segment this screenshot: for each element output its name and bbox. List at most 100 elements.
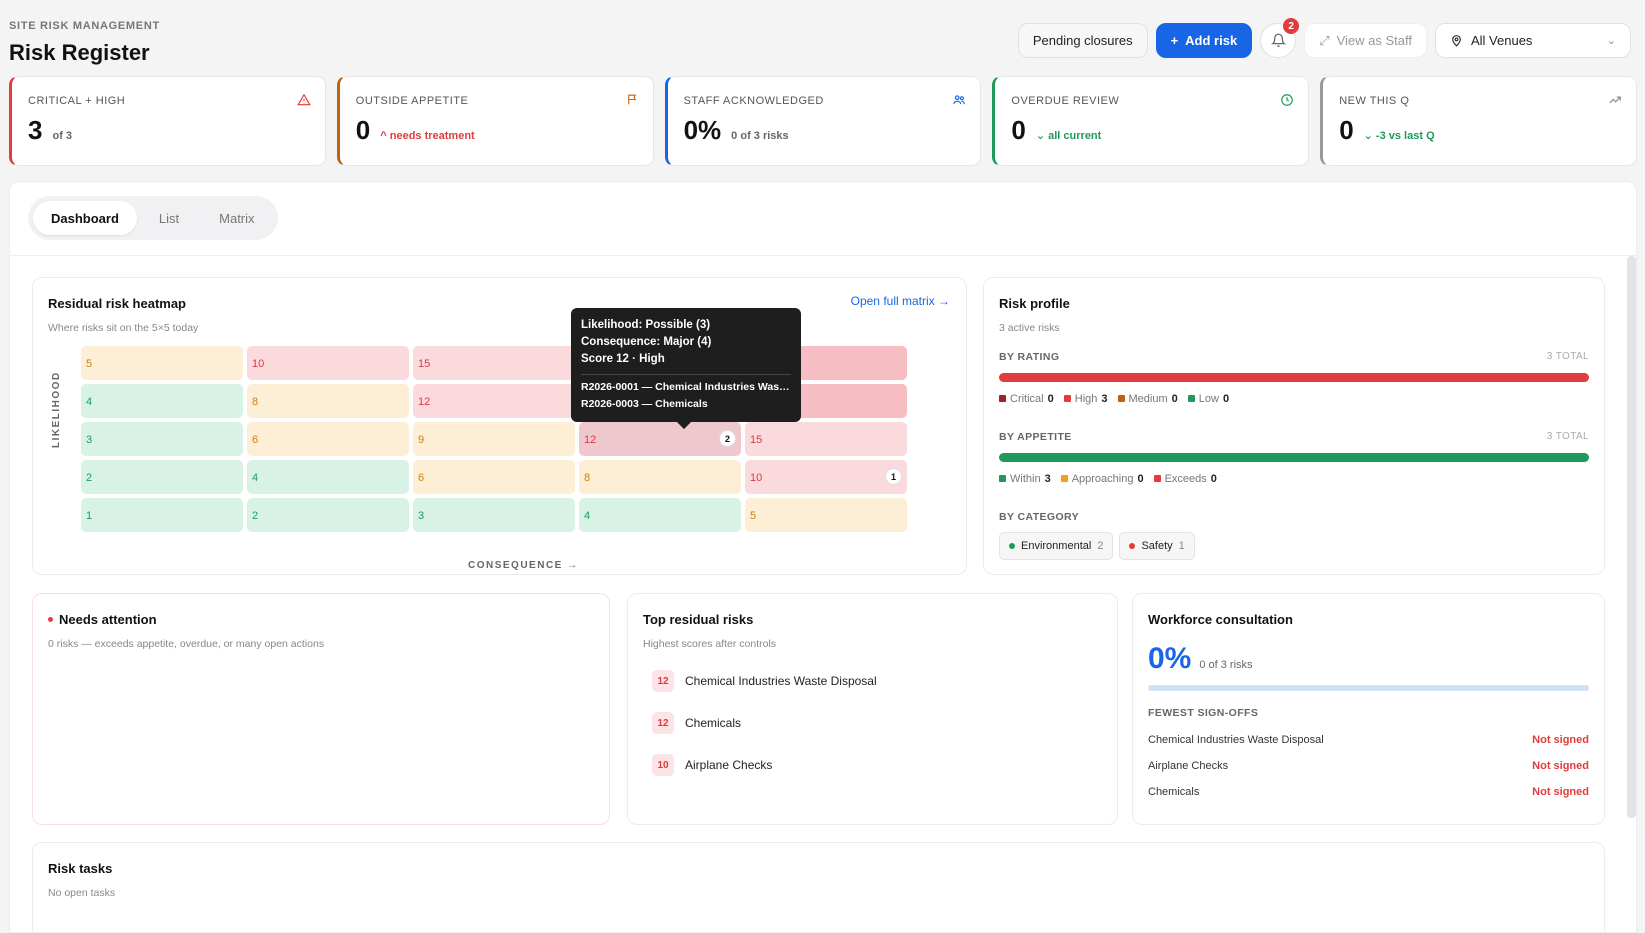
heatmap-cell-score: 6 bbox=[252, 434, 259, 446]
heatmap-cell[interactable]: 8 bbox=[579, 460, 741, 494]
tab-matrix[interactable]: Matrix bbox=[219, 210, 255, 226]
rating-bar bbox=[999, 373, 1589, 382]
tooltip-score: Score 12 · High bbox=[581, 353, 665, 365]
heatmap-cell[interactable]: 2 bbox=[81, 460, 243, 494]
signoff-status: Not signed bbox=[1532, 760, 1589, 772]
appetite-total: 3 TOTAL bbox=[1546, 431, 1589, 442]
heatmap-cell[interactable]: 8 bbox=[247, 384, 409, 418]
kpi-label: OVERDUE REVIEW bbox=[1011, 95, 1120, 107]
top-risk-item[interactable]: 10 Airplane Checks bbox=[652, 754, 772, 776]
heatmap-cell[interactable]: 10 bbox=[247, 346, 409, 380]
kpi-value: 0 bbox=[355, 115, 371, 145]
legend-count: 0 bbox=[1047, 393, 1054, 405]
heatmap-cell[interactable]: 15 bbox=[745, 422, 907, 456]
heatmap-cell[interactable]: 4 bbox=[579, 498, 741, 532]
legend-label: Low bbox=[1198, 393, 1219, 405]
open-full-matrix-link[interactable]: Open full matrix → bbox=[850, 294, 950, 308]
page-title: Risk Register bbox=[9, 40, 150, 65]
add-risk-button[interactable]: + Add risk bbox=[1155, 23, 1253, 58]
tab-dashboard[interactable]: Dashboard bbox=[33, 201, 137, 235]
risk-name: Chemicals bbox=[685, 716, 742, 730]
kpi-row: 0% 0 of 3 risks bbox=[684, 115, 965, 146]
users-icon bbox=[952, 93, 966, 110]
legend-swatch bbox=[1117, 395, 1125, 402]
workforce-title: Workforce consultation bbox=[1148, 612, 1293, 627]
heatmap-cell[interactable]: 6 bbox=[247, 422, 409, 456]
legend-item: Approaching 0 bbox=[1060, 473, 1144, 485]
pending-closures-label: Pending closures bbox=[1032, 33, 1133, 48]
heatmap-cell[interactable]: 10 1 bbox=[745, 460, 907, 494]
signoff-risk-name: Chemicals bbox=[1148, 786, 1200, 798]
heatmap-cell[interactable]: 4 bbox=[81, 384, 243, 418]
add-risk-label: Add risk bbox=[1185, 33, 1238, 48]
likelihood-axis-label: LIKELIHOOD bbox=[51, 371, 62, 448]
legend-count: 3 bbox=[1101, 393, 1108, 405]
notification-badge: 2 bbox=[1283, 18, 1300, 34]
top-bar: SITE RISK MANAGEMENT Risk Register Pendi… bbox=[0, 0, 1645, 76]
heatmap-cell-score: 3 bbox=[418, 510, 425, 522]
heatmap-cell[interactable]: 6 bbox=[413, 460, 575, 494]
legend-count: 0 bbox=[1222, 393, 1230, 405]
heatmap-cell[interactable]: 12 bbox=[413, 384, 575, 418]
category-chip[interactable]: Safety 1 bbox=[1119, 532, 1195, 560]
pending-closures-button[interactable]: Pending closures bbox=[1017, 23, 1148, 58]
heatmap-cell-score: 5 bbox=[86, 358, 93, 370]
heatmap-cell-score: 2 bbox=[86, 472, 93, 484]
view-as-staff-button[interactable]: ⤢ View as Staff bbox=[1304, 23, 1427, 58]
top-risk-item[interactable]: 12 Chemical Industries Waste Disposal bbox=[652, 670, 877, 692]
category-name: Environmental bbox=[1021, 540, 1092, 552]
trend-icon bbox=[1608, 93, 1622, 110]
heatmap-cell[interactable]: 9 bbox=[413, 422, 575, 456]
legend-label: Approaching bbox=[1071, 473, 1134, 485]
notifications-button[interactable]: 2 bbox=[1260, 18, 1300, 58]
legend-item: High 3 bbox=[1063, 393, 1108, 405]
risk-name: Chemical Industries Waste Disposal bbox=[685, 674, 877, 688]
top-residual-risks-card: Top residual risks Highest scores after … bbox=[627, 593, 1118, 825]
signoff-row[interactable]: Airplane Checks Not signed bbox=[1148, 760, 1589, 772]
signoff-row[interactable]: Chemical Industries Waste Disposal Not si… bbox=[1148, 734, 1589, 746]
heatmap-cell-score: 12 bbox=[584, 434, 597, 446]
heatmap-cell[interactable]: 15 bbox=[413, 346, 575, 380]
legend-swatch bbox=[999, 395, 1006, 402]
heatmap-cell[interactable]: 4 bbox=[247, 460, 409, 494]
heatmap-cell[interactable]: 5 bbox=[745, 498, 907, 532]
signoff-row[interactable]: Chemicals Not signed bbox=[1148, 786, 1589, 798]
signoff-status: Not signed bbox=[1532, 786, 1589, 798]
kpi-sub: ^ needs treatment bbox=[380, 130, 475, 142]
top-risk-item[interactable]: 12 Chemicals bbox=[652, 712, 741, 734]
legend-item: Medium 0 bbox=[1117, 393, 1178, 405]
heatmap-tooltip: Likelihood: Possible (3) Consequence: Ma… bbox=[571, 308, 801, 430]
legend-count: 3 bbox=[1044, 473, 1051, 485]
kpi-sub: ⌄ -3 vs last Q bbox=[1363, 130, 1435, 142]
warning-icon bbox=[296, 93, 311, 110]
heatmap-cell[interactable]: 1 bbox=[81, 498, 243, 532]
heatmap-title: Residual risk heatmap bbox=[48, 296, 186, 311]
heatmap-desc: Where risks sit on the 5×5 today bbox=[48, 322, 199, 334]
legend-count: 0 bbox=[1210, 473, 1217, 485]
appetite-legend: Within 3 Approaching 0 Exceeds 0 bbox=[999, 473, 1217, 485]
heatmap-cell[interactable]: 3 bbox=[413, 498, 575, 532]
kpi-card-4: OVERDUE REVIEW 0 ⌄ all current bbox=[992, 76, 1310, 166]
category-chip[interactable]: Environmental 2 bbox=[999, 532, 1114, 560]
kpi-value: 0 bbox=[1339, 115, 1354, 145]
tab-list[interactable]: List bbox=[158, 210, 180, 226]
signoff-risk-name: Airplane Checks bbox=[1148, 760, 1229, 772]
workforce-stat: 0% 0 of 3 risks bbox=[1148, 642, 1253, 676]
tooltip-risk-2: R2026-0003 — Chemicals bbox=[581, 398, 708, 410]
kpi-row: 0 ⌄ all current bbox=[1011, 115, 1292, 146]
risk-tasks-card: Risk tasks No open tasks bbox=[32, 842, 1605, 932]
expand-icon: ⤢ bbox=[1319, 32, 1330, 48]
heatmap-cell[interactable]: 5 bbox=[81, 346, 243, 380]
legend-label: High bbox=[1074, 393, 1098, 405]
venue-select[interactable]: All Venues ⌄ bbox=[1435, 23, 1631, 58]
heatmap-cell[interactable]: 2 bbox=[247, 498, 409, 532]
tab-divider bbox=[10, 255, 1636, 256]
risk-score-badge: 12 bbox=[652, 712, 674, 734]
legend-item: Low 0 bbox=[1187, 393, 1230, 405]
chevron-down-icon: ⌄ bbox=[1606, 35, 1616, 47]
heatmap-cell[interactable]: 3 bbox=[81, 422, 243, 456]
heatmap-cell[interactable]: 12 2 bbox=[579, 422, 741, 456]
scrollbar[interactable] bbox=[1627, 256, 1636, 818]
needs-attention-title: Needs attention bbox=[59, 612, 157, 627]
needs-attention-desc: 0 risks — exceeds appetite, overdue, or … bbox=[48, 638, 325, 650]
